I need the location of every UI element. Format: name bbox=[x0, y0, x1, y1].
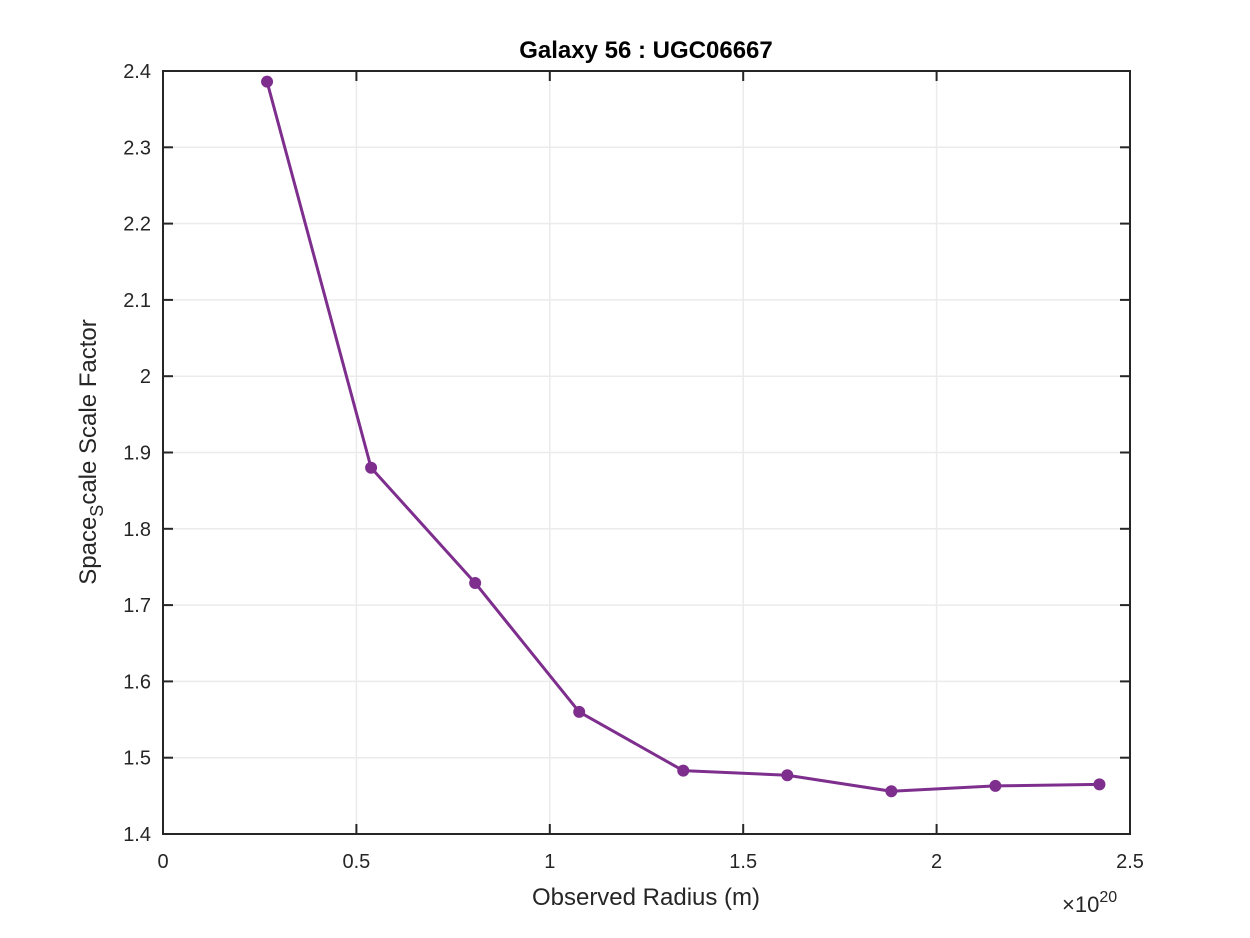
data-point bbox=[261, 75, 274, 88]
y-tick-label: 2.4 bbox=[123, 61, 151, 83]
chart-title: Galaxy 56 : UGC06667 bbox=[519, 37, 773, 64]
y-tick-label: 1.4 bbox=[123, 824, 151, 846]
series bbox=[261, 75, 1106, 798]
data-point bbox=[781, 769, 794, 782]
data-point bbox=[469, 576, 482, 589]
y-axis-label-main: Space bbox=[75, 517, 102, 585]
x-tick-label: 2 bbox=[931, 851, 942, 873]
x-tick-label: 0.5 bbox=[342, 851, 370, 873]
x-axis-exponent-power: 20 bbox=[1099, 889, 1117, 906]
y-tick-label: 2.2 bbox=[123, 214, 151, 236]
y-tick-label: 1.5 bbox=[123, 748, 151, 770]
y-axis-label: SpaceScale Scale Factor bbox=[75, 319, 107, 585]
x-axis-exponent: ×1020 bbox=[1062, 889, 1117, 917]
data-point bbox=[573, 705, 586, 718]
y-axis-label-rest: cale Scale Factor bbox=[75, 319, 102, 504]
data-point bbox=[365, 461, 378, 474]
data-point bbox=[1093, 778, 1106, 791]
y-tick-label: 2.1 bbox=[123, 290, 151, 312]
data-point bbox=[677, 764, 690, 777]
x-tick-label: 1 bbox=[544, 851, 555, 873]
y-tick-label: 1.8 bbox=[123, 519, 151, 541]
y-axis-label-subscript: S bbox=[87, 505, 107, 517]
data-point bbox=[885, 785, 898, 798]
x-tick-label: 2.5 bbox=[1116, 851, 1144, 873]
x-tick-label: 1.5 bbox=[729, 851, 757, 873]
axes-box bbox=[162, 70, 1131, 835]
y-tick-label: 1.9 bbox=[123, 443, 151, 465]
y-tick-label: 1.7 bbox=[123, 595, 151, 617]
x-tick-labels: 0 0.5 1 1.5 2 2.5 bbox=[157, 851, 1143, 873]
y-tick-label: 2.3 bbox=[123, 137, 151, 159]
x-axis-label: Observed Radius (m) bbox=[532, 884, 760, 911]
y-tick-label: 2 bbox=[140, 366, 151, 388]
y-tick-labels: 1.4 1.5 1.6 1.7 1.8 1.9 2 2.1 2.2 2.3 2.4 bbox=[123, 61, 151, 846]
x-axis-exponent-base: ×10 bbox=[1062, 892, 1099, 917]
y-tick-label: 1.6 bbox=[123, 671, 151, 693]
data-point bbox=[989, 779, 1002, 792]
x-tick-label: 0 bbox=[157, 851, 168, 873]
